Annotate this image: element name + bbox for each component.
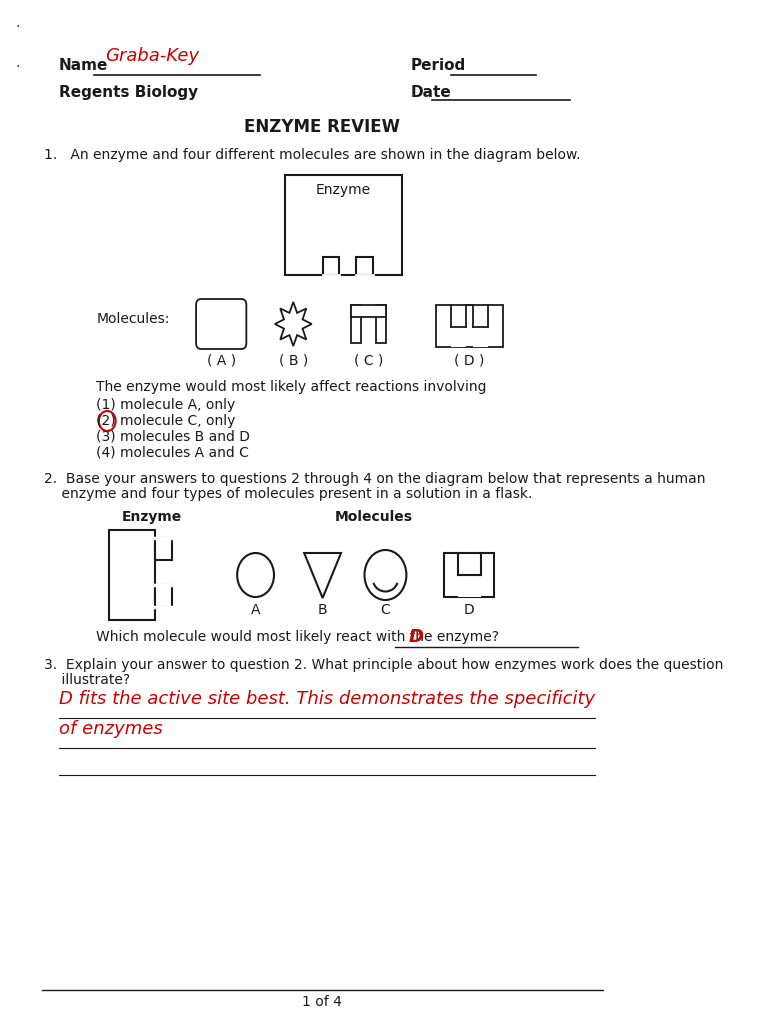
Bar [155, 538, 172, 560]
Text: 3.  Explain your answer to question 2. What principle about how enzymes work doe: 3. Explain your answer to question 2. Wh… [44, 658, 723, 672]
FancyBboxPatch shape [196, 299, 247, 349]
Bar [109, 530, 155, 620]
Bar [351, 305, 361, 343]
Text: Which molecule would most likely react with the enzyme?: Which molecule would most likely react w… [96, 630, 499, 644]
Bar [458, 575, 481, 597]
Text: Graba-Key: Graba-Key [104, 47, 199, 65]
Text: ·: · [15, 60, 19, 74]
Text: ENZYME REVIEW: ENZYME REVIEW [243, 118, 400, 136]
Text: Regents Biology: Regents Biology [58, 85, 198, 100]
Text: ·: · [15, 20, 19, 34]
Text: ( A ): ( A ) [207, 353, 237, 367]
Text: ( D ): ( D ) [454, 353, 485, 367]
Text: D: D [464, 603, 475, 617]
Text: Enzyme: Enzyme [316, 183, 371, 197]
Text: Name: Name [58, 58, 108, 73]
Text: (4) molecules A and C: (4) molecules A and C [96, 446, 250, 460]
Text: 1.   An enzyme and four different molecules are shown in the diagram below.: 1. An enzyme and four different molecule… [44, 148, 580, 162]
Text: C: C [381, 603, 390, 617]
Text: A: A [251, 603, 260, 617]
Text: B: B [318, 603, 327, 617]
Text: of enzymes: of enzymes [58, 720, 162, 738]
Bar [444, 553, 495, 597]
Bar [356, 257, 373, 275]
Text: ( C ): ( C ) [354, 353, 383, 367]
Bar [351, 305, 386, 317]
Bar [435, 305, 503, 347]
Bar [353, 306, 385, 315]
Text: Period: Period [411, 58, 466, 73]
Text: 2.  Base your answers to questions 2 through 4 on the diagram below that represe: 2. Base your answers to questions 2 thro… [44, 472, 705, 486]
FancyBboxPatch shape [285, 175, 402, 275]
Text: Enzyme: Enzyme [121, 510, 182, 524]
Text: (3) molecules B and D: (3) molecules B and D [96, 430, 250, 444]
Text: Molecules: Molecules [335, 510, 413, 524]
Polygon shape [275, 302, 312, 346]
Text: (2) molecule C, only: (2) molecule C, only [96, 414, 236, 428]
Text: D: D [409, 628, 424, 646]
Bar [155, 585, 172, 607]
Bar [362, 318, 376, 343]
Text: D fits the active site best. This demonstrates the specificity: D fits the active site best. This demons… [58, 690, 594, 708]
Bar [472, 327, 488, 347]
Bar [451, 327, 466, 347]
Text: enzyme and four types of molecules present in a solution in a flask.: enzyme and four types of molecules prese… [44, 487, 532, 501]
Text: The enzyme would most likely affect reactions involving: The enzyme would most likely affect reac… [96, 380, 487, 394]
Text: Molecules:: Molecules: [96, 312, 170, 326]
Text: 1 of 4: 1 of 4 [302, 995, 342, 1009]
Text: ( B ): ( B ) [279, 353, 308, 367]
Text: Date: Date [411, 85, 452, 100]
Bar [323, 257, 339, 275]
Text: (1) molecule A, only: (1) molecule A, only [96, 398, 236, 412]
Text: illustrate?: illustrate? [44, 673, 130, 687]
Bar [376, 305, 386, 343]
